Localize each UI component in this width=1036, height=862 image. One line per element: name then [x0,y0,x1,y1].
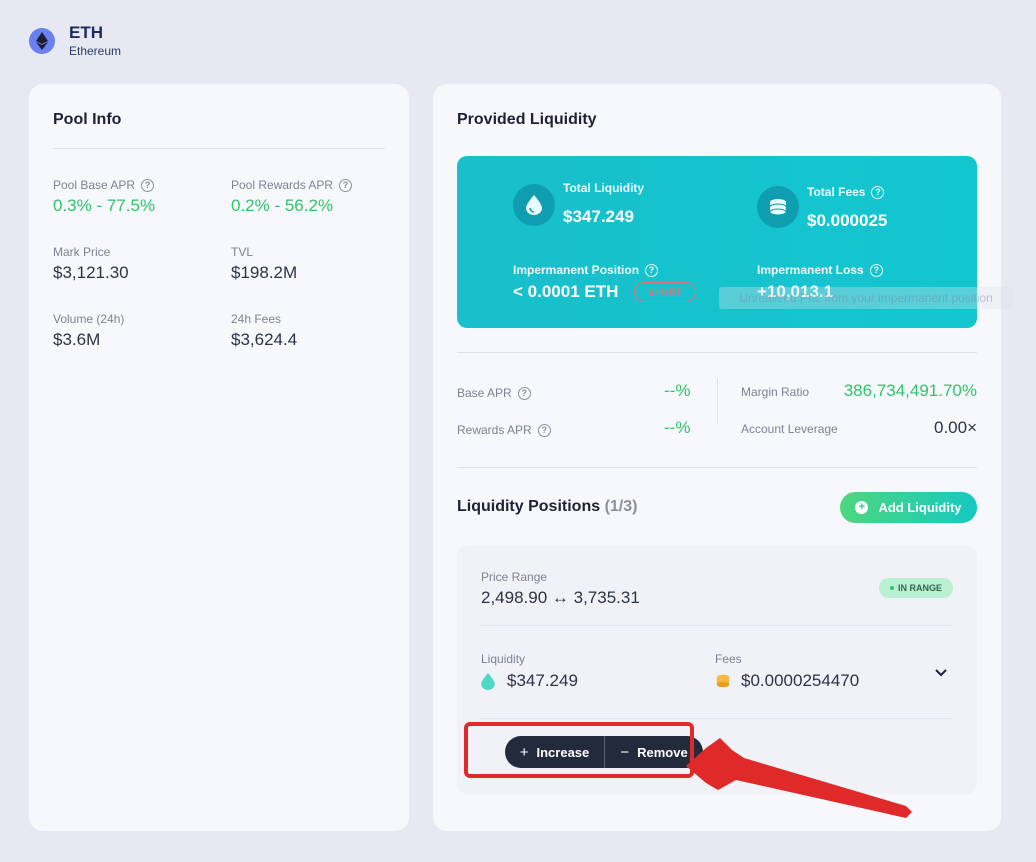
volume-value: $3.6M [53,330,101,349]
plus-icon: + [519,743,529,761]
position-fees-label: Fees [715,652,742,666]
pool-base-apr-label: Pool Base APR [53,178,136,192]
liquidity-positions-label: Liquidity Positions [457,498,601,515]
minus-icon: − [620,743,630,761]
pool-info-title: Pool Info [53,111,122,128]
positions-count: (1/3) [604,498,638,515]
help-icon[interactable]: ? [537,423,551,437]
margin-ratio-value: 386,734,491.70% [843,381,977,400]
margin-ratio-label: Margin Ratio [741,385,810,399]
pool-base-apr-value: 0.3% - 77.5% [53,196,156,215]
pool-rewards-apr: Pool Rewards APR? 0.2% - 56.2% [231,178,353,216]
annotation-highlight-box [464,722,694,778]
coins-icon [716,674,730,688]
pool-base-apr: Pool Base APR? 0.3% - 77.5% [53,178,155,216]
help-icon[interactable]: ? [645,263,659,277]
help-icon[interactable]: ? [869,263,883,277]
rewards-apr-value: --% [664,418,691,437]
divider [457,467,977,468]
asset-symbol: ETH [69,23,103,42]
impermanent-position-label: Impermanent Position [513,263,640,277]
increase-button[interactable]: + Increase [505,736,605,768]
liquidity-summary-panel: Total Liquidity $347.249 Total Fees? $0.… [457,156,977,328]
impermanent-loss-value: +10,013.1 [757,282,834,301]
fees-24h: 24h Fees $3,624.4 [231,312,297,350]
position-fees-value: $0.0000254470 [741,671,860,690]
help-icon[interactable]: ? [141,178,155,192]
tvl-label: TVL [231,245,254,259]
mark-price-value: $3,121.30 [53,263,129,282]
price-range-value: 2,498.90 ↔ 3,735.31 [481,588,640,607]
price-range-label: Price Range [481,570,548,584]
pool-rewards-apr-value: 0.2% - 56.2% [231,196,334,215]
pool-rewards-apr-label: Pool Rewards APR [231,178,334,192]
plus-droplet-icon: + [855,501,869,514]
fees-value: $3,624.4 [231,330,298,349]
position-liquidity-value: $347.249 [507,671,578,690]
short-badge: SHORT [634,282,696,302]
divider [481,625,953,626]
total-liquidity-label: Total Liquidity [563,181,645,195]
divider [481,718,953,719]
status-dot-icon [889,586,894,590]
impermanent-loss-label: Impermanent Loss [757,263,864,277]
mark-price: Mark Price $3,121.30 [53,245,129,283]
liquidity-positions-title: Liquidity Positions (1/3) [457,498,637,516]
asset-chain: Ethereum [69,44,122,58]
increase-label: Increase [536,744,590,760]
add-liquidity-label: Add Liquidity [878,500,962,515]
account-leverage-value: 0.00× [933,418,977,437]
total-liquidity-value: $347.249 [563,207,634,226]
volume-24h: Volume (24h) $3.6M [53,312,124,350]
base-apr-value: --% [664,381,691,400]
base-apr-label: Base APR [457,386,512,400]
tvl: TVL $198.2M [231,245,297,283]
volume-label: Volume (24h) [53,312,125,326]
total-fees-value: $0.000025 [807,211,888,230]
remove-label: Remove [637,744,688,760]
rewards-apr-label: Rewards APR [457,423,532,437]
help-icon[interactable]: ? [339,178,353,192]
add-liquidity-button[interactable]: + Add Liquidity [840,492,977,523]
remove-button[interactable]: − Remove [605,736,703,768]
provided-liquidity-card: Provided Liquidity Total Liquidity $347.… [433,84,1001,831]
chevron-down-icon[interactable] [935,664,947,680]
asset-header: ETH Ethereum [29,24,121,58]
ethereum-icon [29,28,55,54]
account-leverage-label: Account Leverage [741,422,838,436]
help-icon[interactable]: ? [871,185,885,199]
coins-icon [757,186,799,228]
pool-info-card: Pool Info Pool Base APR? 0.3% - 77.5% Po… [29,84,409,831]
position-action-buttons: + Increase − Remove [505,736,703,768]
fees-label: 24h Fees [231,312,282,326]
impermanent-position-value: < 0.0001 ETH [513,282,619,301]
pool-info-divider [53,148,385,149]
tvl-value: $198.2M [231,263,298,282]
droplet-icon [481,672,495,690]
vertical-separator [717,378,718,424]
provided-liquidity-title: Provided Liquidity [457,111,597,128]
droplet-icon [513,184,555,226]
in-range-label: IN RANGE [897,583,942,593]
help-icon[interactable]: ? [517,386,531,400]
divider [457,352,977,353]
total-fees-label: Total Fees [807,185,866,199]
position-liquidity-label: Liquidity [481,652,526,666]
in-range-badge: IN RANGE [879,578,953,598]
impermanent-position-tooltip: Unrealized PnL from your impermanent pos… [719,287,1013,309]
mark-price-label: Mark Price [53,245,111,259]
